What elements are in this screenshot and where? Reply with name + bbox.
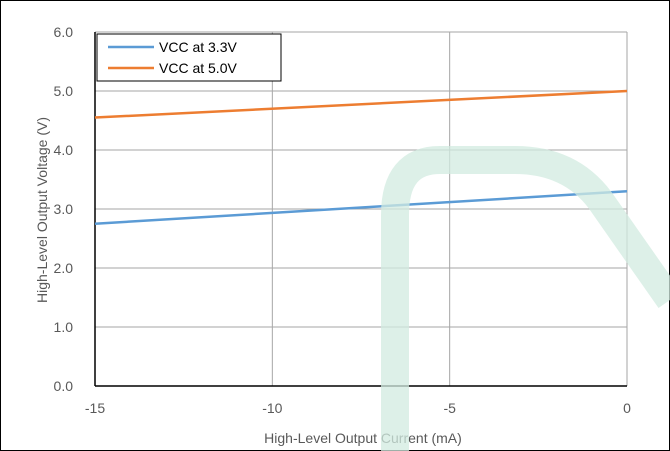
x-tick-label: -5 — [443, 400, 456, 416]
y-tick-label: 4.0 — [54, 142, 74, 158]
legend-box — [96, 33, 282, 82]
legend-label-2: VCC at 5.0V — [159, 60, 237, 76]
series-line-1 — [94, 190, 628, 225]
x-tick-label: 0 — [623, 400, 631, 416]
legend: VCC at 3.3V VCC at 5.0V — [96, 33, 282, 82]
axes — [94, 32, 627, 387]
y-tick-label: 1.0 — [54, 319, 74, 335]
y-tick-label: 6.0 — [54, 24, 74, 40]
y-tick-label: 5.0 — [54, 83, 74, 99]
y-axis-title: High-Level Output Voltage (V) — [34, 117, 50, 303]
y-tick-label: 2.0 — [54, 260, 74, 276]
y-tick-label: 0.0 — [54, 378, 74, 394]
series-lines — [94, 89, 628, 225]
legend-label-1: VCC at 3.3V — [159, 39, 237, 55]
x-tick-label: -15 — [85, 400, 105, 416]
x-tick-label: -10 — [262, 400, 282, 416]
tick-labels: 0.0 1.0 2.0 3.0 4.0 5.0 6.0 -15 -10 -5 0 — [54, 24, 632, 416]
y-tick-label: 3.0 — [54, 201, 74, 217]
series-line-2 — [94, 89, 628, 119]
x-axis-title: High-Level Output Current (mA) — [264, 430, 462, 446]
